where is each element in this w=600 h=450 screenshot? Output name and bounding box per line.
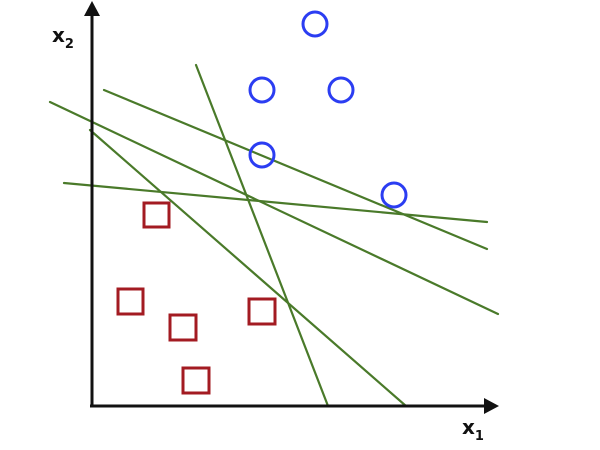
circle-point: [380, 181, 408, 209]
circle-point: [248, 141, 276, 169]
y-axis-arrow: [84, 1, 100, 16]
circle-point: [301, 10, 329, 38]
circle-point: [327, 76, 355, 104]
square-point: [142, 201, 171, 229]
square-class: [116, 201, 277, 395]
separating-line-2: [102, 88, 489, 251]
circle-class: [248, 10, 408, 209]
separating-lines: [48, 63, 500, 408]
y-axis-label: x2: [52, 23, 74, 52]
separating-line-5: [88, 128, 408, 408]
square-point: [181, 366, 211, 395]
x-axis-arrow: [484, 398, 499, 414]
x-axis-label-main: x: [462, 415, 475, 439]
separating-line-1: [48, 100, 500, 316]
x-axis-label-subscript: 1: [475, 429, 484, 444]
square-point: [168, 313, 198, 342]
x-axis-label: x1: [462, 415, 484, 444]
square-point: [247, 297, 277, 326]
y-axis-label-subscript: 2: [65, 37, 74, 52]
separating-line-4: [194, 63, 330, 408]
separating-line-3: [62, 181, 489, 224]
y-axis-label-main: x: [52, 23, 65, 47]
circle-point: [248, 76, 276, 104]
axes: x2 x1: [52, 1, 499, 444]
square-point: [116, 287, 145, 316]
